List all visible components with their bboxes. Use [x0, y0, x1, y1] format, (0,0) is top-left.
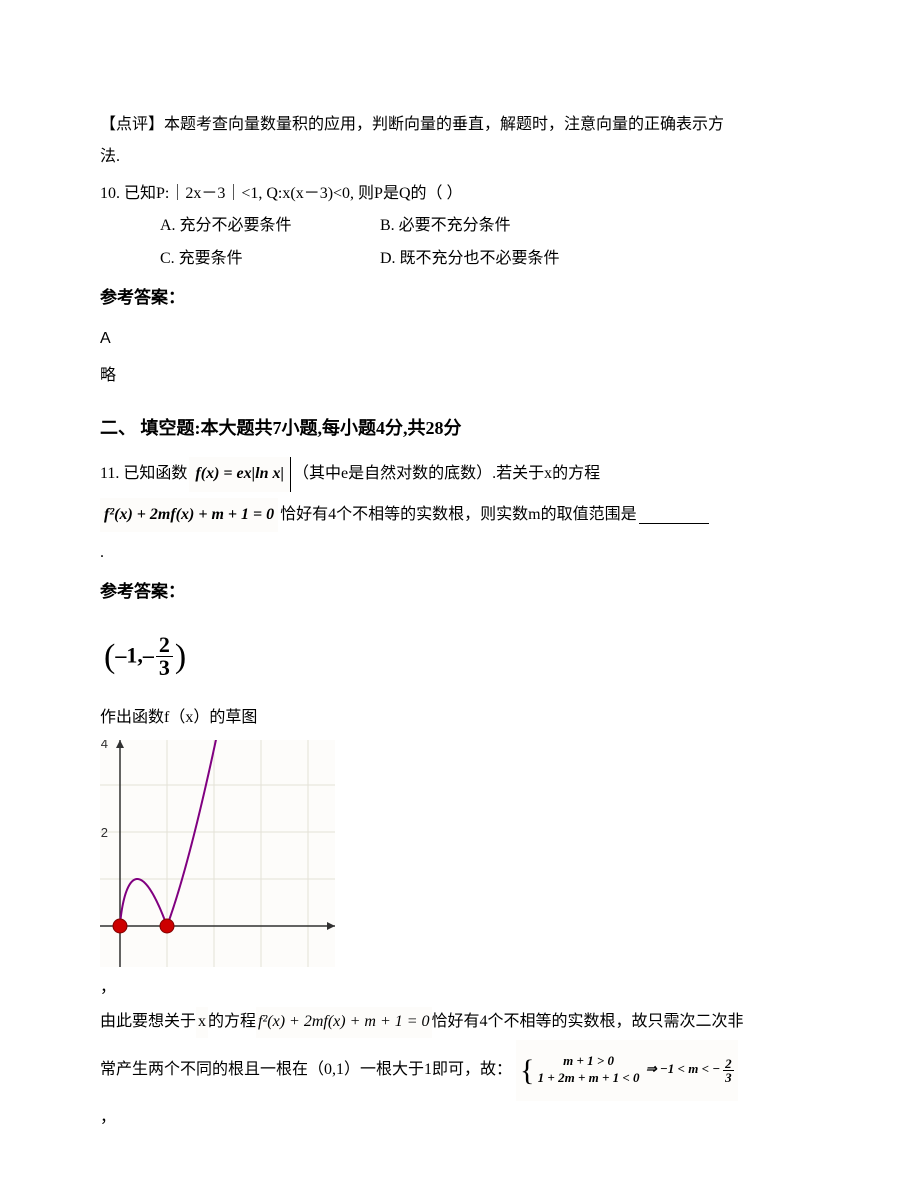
chart-trailing-comma: ，	[100, 979, 116, 996]
interval-frac: 23	[156, 634, 173, 679]
sys-row1: m + 1 > 0	[538, 1053, 640, 1070]
lparen-icon: (	[104, 638, 115, 675]
q11-function-chart: 24	[100, 740, 335, 967]
q11-l3-pre: 常产生两个不同的根且一根在（0,1）一根大于1即可，故：	[100, 1055, 512, 1085]
review-text-2: 法.	[100, 142, 820, 172]
section-2-title: 二、 填空题:本大题共7小题,每小题4分,共28分	[100, 411, 820, 445]
sys-imply: ⇒ −1 < m < −	[643, 1061, 723, 1076]
q11-fdef-math: f(x) = ex|ln x|	[189, 457, 291, 491]
q11-l2-x: x	[196, 1007, 208, 1037]
review-text-1: 本题考查向量数量积的应用，判断向量的垂直，解题时，注意向量的正确表示方	[164, 116, 724, 133]
q11-stem-mid: （其中e是自然对数的底数）.若关于x的方程	[293, 459, 600, 489]
q10-options-row2: C. 充要条件 D. 既不充分也不必要条件	[100, 244, 820, 274]
interval-neg: –	[143, 642, 154, 667]
q10-answer: A	[100, 324, 820, 354]
q11-stem-line2: f²(x) + 2mf(x) + m + 1 = 0 恰好有4个不相等的实数根，…	[100, 498, 820, 532]
q10-ref-label: 参考答案：	[100, 282, 820, 314]
q10-option-c: C. 充要条件	[160, 244, 380, 274]
rparen-icon: )	[175, 638, 186, 675]
review-paragraph: 【点评】本题考查向量数量积的应用，判断向量的垂直，解题时，注意向量的正确表示方	[100, 110, 820, 140]
q11-eq-math: f²(x) + 2mf(x) + m + 1 = 0	[100, 498, 278, 532]
q11-system: { m + 1 > 0 1 + 2m + m + 1 < 0 ⇒ −1 < m …	[516, 1040, 738, 1101]
sys-row2: 1 + 2m + m + 1 < 0	[538, 1070, 640, 1087]
q10-option-a: A. 充分不必要条件	[160, 211, 380, 241]
q11-l2-mid: 的方程	[208, 1013, 256, 1030]
q11-ref-label: 参考答案：	[100, 576, 820, 608]
q11-l2-eq: f²(x) + 2mf(x) + m + 1 = 0	[256, 1007, 432, 1037]
sys-frac-den: 3	[723, 1071, 734, 1084]
q11-expl-line3: 常产生两个不同的根且一根在（0,1）一根大于1即可，故： { m + 1 > 0…	[100, 1040, 820, 1101]
q11-answer-interval: (–1,–23)	[100, 611, 820, 704]
q10-options-row1: A. 充分不必要条件 B. 必要不充分条件	[100, 211, 820, 241]
q11-line-sketch: 作出函数f（x）的草图	[100, 703, 820, 733]
frac-num: 2	[156, 634, 173, 657]
q11-stem-tail: 恰好有4个不相等的实数根，则实数m的取值范围是	[280, 500, 636, 530]
q11-expl-line2: 由此要想关于x的方程f²(x) + 2mf(x) + m + 1 = 0恰好有4…	[100, 1007, 820, 1038]
q10-brief: 略	[100, 361, 820, 391]
lbrace-icon: {	[520, 1042, 534, 1099]
svg-text:2: 2	[101, 825, 108, 840]
q10-option-d: D. 既不充分也不必要条件	[380, 244, 600, 274]
svg-text:4: 4	[101, 740, 108, 751]
q11-period: .	[100, 538, 820, 568]
q11-blank	[639, 505, 709, 524]
sys-frac-num: 2	[723, 1057, 734, 1071]
q11-stem-line1: 11. 已知函数 f(x) = ex|ln x| （其中e是自然对数的底数）.若…	[100, 457, 820, 491]
interval-a: –1,	[115, 642, 143, 667]
q11-stem-prefix: 11. 已知函数	[100, 459, 187, 489]
q11-final-comma: ，	[100, 1103, 820, 1133]
q10-stem: 10. 已知P:｜2x－3｜<1, Q:x(x－3)<0, 则P是Q的（ ）	[100, 179, 820, 209]
q10-option-b: B. 必要不充分条件	[380, 211, 600, 241]
sys-frac: 23	[723, 1057, 734, 1084]
frac-den: 3	[156, 657, 173, 679]
q11-l2-post: 恰好有4个不相等的实数根，故只需次二次非	[432, 1013, 744, 1030]
review-label: 【点评】	[100, 116, 164, 133]
q11-l2-pre: 由此要想关于	[100, 1013, 196, 1030]
